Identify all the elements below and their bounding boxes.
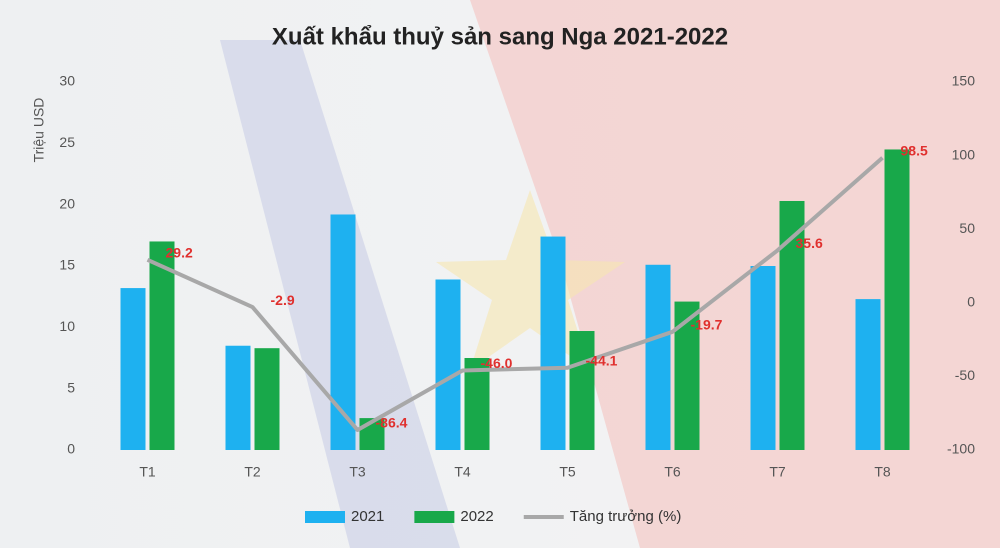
chart-title: Xuất khẩu thuỷ sản sang Nga 2021-2022 [272, 23, 728, 50]
data-label: 35.6 [796, 235, 823, 251]
y2-tick-label: -50 [955, 367, 975, 383]
x-tick-label: T2 [244, 464, 261, 480]
x-tick-label: T5 [559, 464, 576, 480]
bar [225, 345, 251, 450]
data-label: -44.1 [586, 352, 618, 368]
bar [120, 288, 146, 450]
data-label: 29.2 [166, 245, 193, 261]
legend-label: 2022 [460, 508, 493, 525]
y-tick-label: 25 [59, 134, 75, 150]
data-label: -46.0 [481, 355, 513, 371]
bar [254, 348, 280, 450]
x-tick-label: T4 [454, 464, 471, 480]
data-label: -19.7 [691, 317, 723, 333]
y2-tick-label: 50 [959, 220, 975, 236]
x-tick-label: T6 [664, 464, 681, 480]
x-tick-label: T3 [349, 464, 366, 480]
legend-swatch [305, 511, 345, 523]
background-star [436, 190, 625, 370]
data-label: -86.4 [376, 415, 408, 431]
y2-tick-label: 150 [952, 73, 976, 89]
bar [569, 331, 595, 450]
x-tick-label: T7 [769, 464, 786, 480]
data-label: -2.9 [271, 292, 295, 308]
legend-swatch [414, 511, 455, 523]
y-tick-label: 0 [67, 441, 75, 457]
y2-tick-label: -100 [947, 441, 975, 457]
bar [884, 149, 910, 450]
bar [540, 236, 566, 450]
y-tick-label: 5 [67, 379, 75, 395]
bar [435, 279, 461, 450]
bar [855, 299, 881, 450]
y-tick-label: 10 [59, 318, 75, 334]
y-tick-label: 15 [59, 257, 75, 273]
bar [149, 241, 175, 450]
legend-label: 2021 [351, 508, 384, 525]
bar [750, 266, 776, 450]
bar [645, 264, 671, 450]
y-tick-label: 20 [59, 195, 75, 211]
x-tick-label: T8 [874, 464, 891, 480]
y2-tick-label: 0 [967, 294, 975, 310]
y-tick-label: 30 [59, 73, 75, 89]
y-axis-label: Triệu USD [31, 98, 47, 163]
legend-label: Tăng trưởng (%) [570, 508, 682, 525]
bar [464, 358, 490, 450]
data-label: 98.5 [901, 143, 928, 159]
line [146, 156, 884, 432]
y2-tick-label: 100 [952, 146, 976, 162]
x-tick-label: T1 [139, 464, 156, 480]
